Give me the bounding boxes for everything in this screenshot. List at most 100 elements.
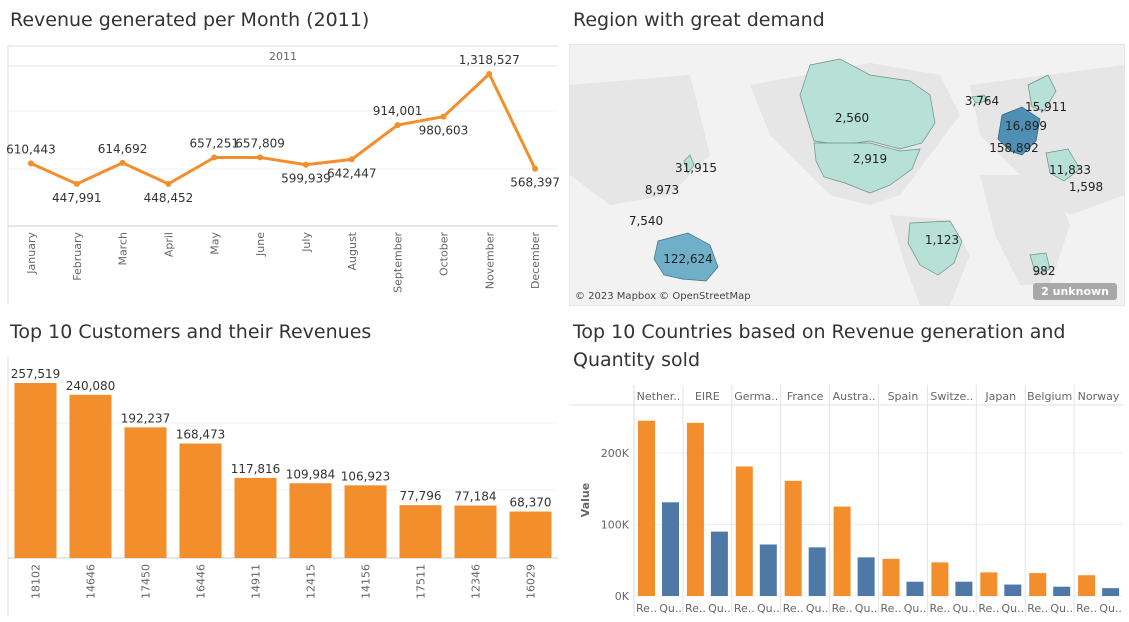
region-scandinavia[interactable] xyxy=(1027,74,1057,112)
revenue-data-label: 980,603 xyxy=(419,124,469,138)
map-value-label: 11,833 xyxy=(1049,163,1091,177)
customer-id-label: 17511 xyxy=(415,564,428,599)
country-header-label: Norway xyxy=(1078,390,1120,403)
customer-value-label: 117,816 xyxy=(231,462,281,476)
region-iceland[interactable] xyxy=(971,94,989,104)
region-usa[interactable] xyxy=(813,142,921,194)
map-attribution[interactable]: © 2023 Mapbox © OpenStreetMap xyxy=(575,291,751,302)
measure-label: Qu.. xyxy=(757,602,780,615)
revenue-point xyxy=(27,160,34,167)
measure-label: Qu.. xyxy=(904,602,927,615)
quantity-bar xyxy=(857,557,875,596)
revenue-data-label: 447,991 xyxy=(52,191,102,205)
y-tick-label: 200K xyxy=(601,447,630,460)
measure-label: Qu.. xyxy=(659,602,682,615)
month-tick-label: October xyxy=(437,232,450,276)
measure-label: Qu.. xyxy=(1050,602,1073,615)
region-map[interactable]: 2,560 2,919 3,764 15,911 16,899 158,892 11,833… xyxy=(569,44,1125,306)
measure-label: Re.. xyxy=(832,602,853,615)
top-customers-title: Top 10 Customers and their Revenues xyxy=(10,321,372,343)
region-middle-east[interactable] xyxy=(1045,148,1081,182)
region-japan[interactable] xyxy=(683,154,695,174)
top-countries-title-line1: Top 10 Countries based on Revenue genera… xyxy=(573,321,1066,343)
customer-value-label: 257,519 xyxy=(11,367,61,381)
customer-bar xyxy=(14,383,57,558)
revenue-data-label: 1,318,527 xyxy=(459,53,520,67)
revenue-bar xyxy=(735,466,753,596)
map-value-label: 2,919 xyxy=(853,152,887,166)
revenue-data-label: 610,443 xyxy=(6,142,56,156)
measure-label: Qu.. xyxy=(806,602,829,615)
revenue-point xyxy=(532,165,539,172)
land-asia-west xyxy=(570,75,710,205)
measure-label: Qu.. xyxy=(708,602,731,615)
quantity-bar xyxy=(1102,588,1120,596)
revenue-bar xyxy=(1078,575,1096,596)
map-value-label: 16,899 xyxy=(1005,119,1047,133)
region-australia[interactable] xyxy=(653,232,719,282)
revenue-data-label: 657,809 xyxy=(235,136,285,150)
revenue-point xyxy=(257,154,264,161)
region-brazil[interactable] xyxy=(907,220,963,276)
land-africa xyxy=(980,175,1070,285)
revenue-point xyxy=(440,113,447,120)
month-tick-label: April xyxy=(162,232,175,257)
customer-id-label: 16029 xyxy=(525,564,538,599)
quantity-bar xyxy=(710,531,728,596)
revenue-month-title: Revenue generated per Month (2011) xyxy=(10,9,370,31)
customer-id-label: 14646 xyxy=(85,564,98,599)
map-value-label: 3,764 xyxy=(965,94,999,108)
revenue-line xyxy=(30,72,537,186)
customer-bar xyxy=(454,505,497,558)
customer-bar xyxy=(179,443,222,558)
measure-label: Re.. xyxy=(685,602,706,615)
month-tick-label: August xyxy=(346,231,359,270)
revenue-data-label: 914,001 xyxy=(373,104,423,118)
customer-bar xyxy=(69,394,112,558)
customer-id-label: 18102 xyxy=(30,564,43,599)
measure-label: Qu.. xyxy=(855,602,878,615)
revenue-point xyxy=(73,180,80,187)
country-header-label: Spain xyxy=(888,390,919,403)
country-header-label: Switze.. xyxy=(930,390,973,403)
country-header-label: Japan xyxy=(984,390,1016,403)
customer-value-label: 192,237 xyxy=(121,411,171,425)
country-header-label: Belgium xyxy=(1027,390,1072,403)
revenue-point xyxy=(394,122,401,129)
customer-bar xyxy=(234,477,277,558)
measure-label: Re.. xyxy=(1076,602,1097,615)
region-europe[interactable] xyxy=(997,106,1041,156)
customer-id-label: 14911 xyxy=(250,564,263,599)
month-tick-label: September xyxy=(392,232,405,293)
revenue-point xyxy=(211,154,218,161)
revenue-bar xyxy=(931,562,949,596)
y-axis-title: Value xyxy=(579,483,592,517)
month-tick-label: November xyxy=(483,232,496,290)
measure-label: Re.. xyxy=(929,602,950,615)
y-tick-label: 0K xyxy=(615,590,630,603)
map-value-label: 982 xyxy=(1033,264,1056,278)
measure-label: Re.. xyxy=(636,602,657,615)
revenue-data-label: 599,939 xyxy=(281,172,331,186)
quantity-bar xyxy=(808,547,826,596)
map-value-label: 7,540 xyxy=(629,214,663,228)
unknown-badge[interactable]: 2 unknown xyxy=(1033,283,1117,300)
region-canada[interactable] xyxy=(799,58,936,150)
revenue-bar xyxy=(638,420,655,596)
revenue-bar xyxy=(980,572,998,596)
month-tick-label: May xyxy=(208,232,221,255)
map-value-label: 31,915 xyxy=(675,161,717,175)
map-value-label: 8,973 xyxy=(645,183,679,197)
revenue-bar xyxy=(784,480,802,596)
quantity-bar xyxy=(1004,584,1022,596)
customer-bar xyxy=(399,505,442,558)
customer-bar xyxy=(509,511,552,558)
customer-id-label: 17450 xyxy=(140,564,153,599)
map-value-label: 15,911 xyxy=(1025,100,1067,114)
revenue-point xyxy=(119,159,126,166)
region-south-africa[interactable] xyxy=(1029,252,1051,276)
revenue-bar xyxy=(833,506,851,596)
